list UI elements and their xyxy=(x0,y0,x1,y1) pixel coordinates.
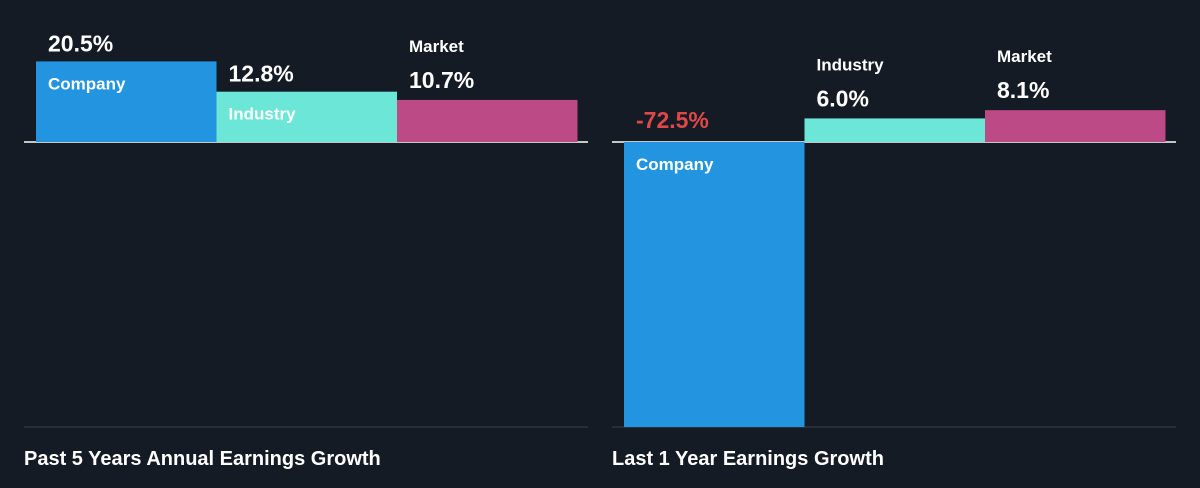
bar-group: Company 20.5% Industry 12.8% Market 10.7% xyxy=(36,30,578,143)
chart-title: Last 1 Year Earnings Growth xyxy=(612,448,884,470)
category-label-company: Company xyxy=(636,155,714,174)
bar-group: Company -72.5% Industry 6.0% Market 8.1% xyxy=(624,47,1166,427)
bar-industry xyxy=(804,118,985,142)
bar-market xyxy=(985,110,1166,142)
value-label-company: -72.5% xyxy=(636,107,709,133)
category-label-market: Market xyxy=(409,37,464,56)
chart-panel-last-1-year: Last 1 Year Earnings Growth Company -72.5… xyxy=(612,47,1176,470)
value-label-market: 10.7% xyxy=(409,67,474,93)
value-label-industry: 6.0% xyxy=(817,85,869,111)
category-label-market: Market xyxy=(997,47,1052,66)
category-label-industry: Industry xyxy=(817,55,885,74)
value-label-industry: 12.8% xyxy=(229,61,294,87)
bar-industry xyxy=(216,91,397,142)
bar-company xyxy=(624,142,805,427)
chart-title: Past 5 Years Annual Earnings Growth xyxy=(24,448,381,470)
bar-market xyxy=(397,99,578,142)
value-label-market: 8.1% xyxy=(997,77,1049,103)
bar-company xyxy=(36,61,217,143)
value-label-company: 20.5% xyxy=(48,30,113,56)
category-label-company: Company xyxy=(48,74,126,93)
chart-panel-past-5-years: Past 5 Years Annual Earnings Growth Comp… xyxy=(24,30,588,470)
category-label-industry: Industry xyxy=(229,105,297,124)
